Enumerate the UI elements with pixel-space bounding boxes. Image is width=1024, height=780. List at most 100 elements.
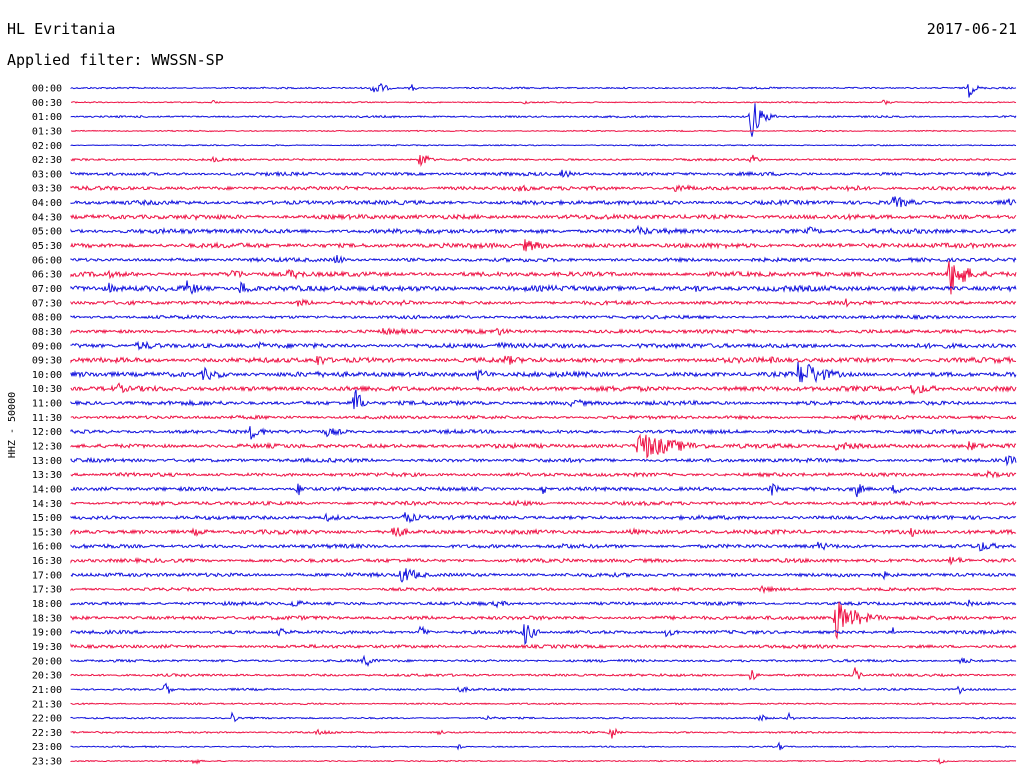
time-label: 01:00 <box>32 112 62 123</box>
channel-label: HHZ - 50000 <box>7 392 18 458</box>
trace-row-0030 <box>71 99 1017 106</box>
time-label: 08:30 <box>32 327 62 338</box>
time-label: 18:00 <box>32 599 62 610</box>
trace-row-1400 <box>70 483 1017 498</box>
trace-row-1030 <box>70 382 1017 396</box>
trace-row-1100 <box>70 389 1017 410</box>
trace-row-0500 <box>70 224 1017 236</box>
date-label: 2017-06-21 <box>926 20 1017 38</box>
time-tick-labels: 00:00 00:30 01:00 01:30 02:00 02:30 03:00 03:30… <box>32 84 62 768</box>
time-label: 10:00 <box>32 370 62 381</box>
trace-row-2330 <box>70 757 1017 765</box>
trace-row-0400 <box>70 196 1017 208</box>
trace-row-0930 <box>70 355 1017 366</box>
time-label: 15:30 <box>32 527 62 538</box>
trace-row-1430 <box>70 499 1017 507</box>
time-label: 03:30 <box>32 184 62 195</box>
time-label: 00:00 <box>32 84 62 95</box>
trace-row-1300 <box>70 455 1017 467</box>
trace-row-0430 <box>70 212 1017 222</box>
seismic-traces <box>70 82 1017 765</box>
time-label: 09:30 <box>32 356 62 367</box>
trace-row-0300 <box>70 169 1017 178</box>
trace-row-2200 <box>70 711 1016 723</box>
trace-row-2000 <box>70 654 1017 668</box>
trace-row-0530 <box>70 239 1017 252</box>
time-label: 05:00 <box>32 227 62 238</box>
time-label: 17:30 <box>32 585 62 596</box>
time-label: 23:30 <box>32 757 62 768</box>
time-label: 18:30 <box>32 613 62 624</box>
trace-row-1630 <box>70 556 1017 566</box>
trace-row-2300 <box>70 741 1017 751</box>
trace-row-1530 <box>70 527 1017 538</box>
time-label: 12:00 <box>32 427 62 438</box>
time-label: 07:30 <box>32 298 62 309</box>
time-label: 02:30 <box>32 155 62 166</box>
time-label: 14:00 <box>32 484 62 495</box>
time-label: 07:00 <box>32 284 62 295</box>
time-label: 23:00 <box>32 742 62 753</box>
trace-row-2230 <box>70 727 1017 739</box>
trace-row-0000 <box>70 82 1017 98</box>
time-label: 20:00 <box>32 656 62 667</box>
trace-row-1200 <box>70 426 1017 440</box>
time-label: 22:30 <box>32 728 62 739</box>
trace-row-1830 <box>70 601 1017 640</box>
time-label: 06:30 <box>32 270 62 281</box>
time-label: 11:00 <box>32 399 62 410</box>
time-label: 16:30 <box>32 556 62 567</box>
trace-row-0130 <box>70 129 1017 133</box>
time-label: 03:00 <box>32 169 62 180</box>
trace-row-1600 <box>70 541 1017 552</box>
time-label: 15:00 <box>32 513 62 524</box>
time-label: 06:00 <box>32 255 62 266</box>
trace-row-0630 <box>70 261 1017 295</box>
time-label: 21:30 <box>32 699 62 710</box>
time-label: 19:30 <box>32 642 62 653</box>
trace-row-0200 <box>70 144 1017 147</box>
time-label: 13:00 <box>32 456 62 467</box>
time-label: 13:30 <box>32 470 62 481</box>
trace-row-1500 <box>70 512 1017 524</box>
trace-row-1900 <box>70 624 1017 646</box>
trace-row-0730 <box>70 298 1017 308</box>
time-label: 21:00 <box>32 685 62 696</box>
time-label: 17:00 <box>32 570 62 581</box>
time-label: 22:00 <box>32 714 62 725</box>
trace-row-1700 <box>70 568 1017 583</box>
time-label: 08:00 <box>32 313 62 324</box>
time-label: 11:30 <box>32 413 62 424</box>
trace-row-1230 <box>70 433 1017 459</box>
time-label: 02:00 <box>32 141 62 152</box>
time-label: 12:30 <box>32 442 62 453</box>
trace-row-2130 <box>70 702 1017 706</box>
trace-row-2030 <box>70 667 1017 681</box>
trace-row-0100 <box>70 103 1017 137</box>
trace-row-0230 <box>70 154 1017 167</box>
time-label: 19:00 <box>32 628 62 639</box>
time-label: 05:30 <box>32 241 62 252</box>
filter-label: Applied filter: WWSSN-SP <box>7 51 224 69</box>
time-label: 20:30 <box>32 671 62 682</box>
time-label: 04:00 <box>32 198 62 209</box>
trace-row-1800 <box>70 599 1017 609</box>
station-title: HL Evritania <box>7 20 116 38</box>
time-label: 04:30 <box>32 212 62 223</box>
trace-row-0600 <box>70 255 1017 264</box>
trace-row-0830 <box>70 327 1017 336</box>
trace-row-1000 <box>70 361 1017 384</box>
trace-row-0330 <box>70 184 1017 193</box>
trace-row-0900 <box>70 340 1017 351</box>
time-label: 14:30 <box>32 499 62 510</box>
time-label: 16:00 <box>32 542 62 553</box>
time-label: 01:30 <box>32 126 62 137</box>
trace-row-1330 <box>70 469 1017 479</box>
trace-row-0800 <box>70 313 1017 321</box>
time-label: 00:30 <box>32 98 62 109</box>
trace-row-1930 <box>70 643 1017 650</box>
time-label: 10:30 <box>32 384 62 395</box>
time-label: 09:00 <box>32 341 62 352</box>
trace-row-2100 <box>70 682 1017 695</box>
